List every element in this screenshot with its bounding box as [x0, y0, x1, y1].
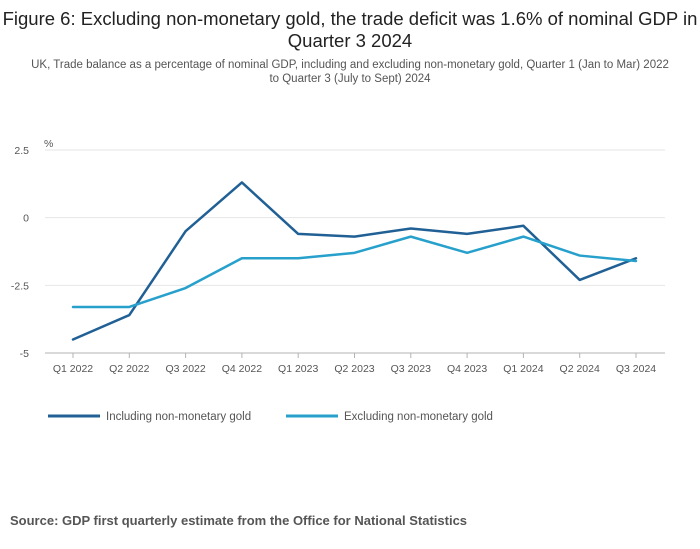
series-line-including-gold	[71, 181, 638, 341]
y-tick-label: -2.5	[11, 280, 29, 292]
y-tick-label: 0	[23, 213, 29, 225]
y-tick-label: 2.5	[14, 145, 29, 157]
x-tick-label: Q1 2022	[53, 363, 93, 375]
chart-subtitle: UK, Trade balance as a percentage of nom…	[31, 59, 669, 85]
x-tick-label: Q3 2022	[165, 363, 205, 375]
source-note: Source: GDP first quarterly estimate fro…	[10, 513, 468, 528]
x-tick-label: Q2 2023	[334, 363, 374, 375]
x-tick-label: Q3 2023	[391, 363, 431, 375]
x-tick-label: Q3 2024	[616, 363, 656, 375]
chart-title: Figure 6: Excluding non-monetary gold, t…	[2, 8, 698, 51]
x-tick-label: Q2 2024	[560, 363, 600, 375]
y-tick-label: -5	[20, 348, 29, 360]
legend-label: Excluding non-monetary gold	[344, 411, 493, 423]
x-tick-label: Q4 2023	[447, 363, 487, 375]
x-tick-label: Q2 2022	[109, 363, 149, 375]
legend-label: Including non-monetary gold	[106, 411, 251, 423]
y-unit-label: %	[44, 138, 53, 150]
x-tick-label: Q4 2022	[222, 363, 262, 375]
series-line-excluding-gold	[71, 235, 638, 309]
x-tick-label: Q1 2024	[503, 363, 543, 375]
x-tick-label: Q1 2023	[278, 363, 318, 375]
